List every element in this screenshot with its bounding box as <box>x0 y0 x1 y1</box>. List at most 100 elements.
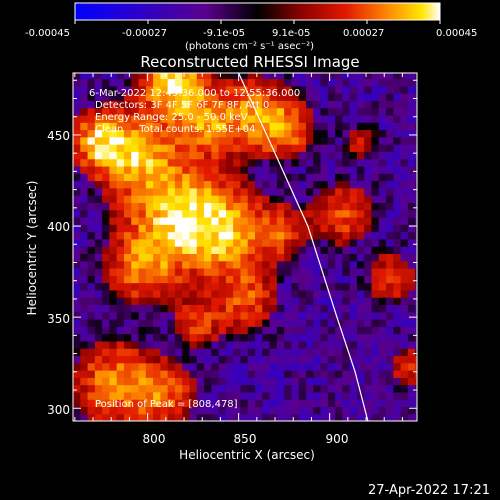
heatmap-cell <box>138 362 147 371</box>
heatmap-cell <box>109 355 118 364</box>
heatmap-cell <box>211 107 220 116</box>
heatmap-cell <box>189 85 198 94</box>
heatmap-cell <box>400 289 409 298</box>
heatmap-cell <box>415 73 417 80</box>
heatmap-cell <box>291 282 300 291</box>
heatmap-cell <box>327 311 336 320</box>
heatmap-cell <box>356 348 365 357</box>
heatmap-cell <box>386 304 394 313</box>
heatmap-cell <box>400 406 409 415</box>
heatmap-cell <box>240 107 249 116</box>
heatmap-cell <box>335 180 343 189</box>
heatmap-cell <box>255 165 263 174</box>
heatmap-cell <box>145 187 154 196</box>
heatmap-cell <box>269 209 278 218</box>
heatmap-cell <box>276 180 285 189</box>
heatmap-cell <box>342 369 351 378</box>
heatmap-cell <box>196 333 205 342</box>
heatmap-cell <box>80 355 89 364</box>
heatmap-cell <box>138 238 147 247</box>
heatmap-cell <box>305 246 314 254</box>
heatmap-cell <box>327 136 336 145</box>
heatmap-cell <box>160 413 169 421</box>
heatmap-cell <box>138 151 147 160</box>
heatmap-cell <box>153 399 161 408</box>
heatmap-cell <box>123 369 132 378</box>
heatmap-cell <box>102 144 110 152</box>
heatmap-cell <box>371 216 380 225</box>
heatmap-cell <box>276 216 285 225</box>
heatmap-cell <box>305 348 314 357</box>
heatmap-cell <box>371 282 380 291</box>
heatmap-cell <box>371 85 380 94</box>
heatmap-cell <box>116 377 125 386</box>
heatmap-cell <box>255 216 263 225</box>
heatmap-cell <box>400 73 409 80</box>
heatmap-cell <box>284 129 293 138</box>
heatmap-cell <box>327 362 336 371</box>
heatmap-cell <box>356 73 365 80</box>
heatmap-cell <box>196 340 205 349</box>
heatmap-cell <box>225 224 234 233</box>
heatmap-cell <box>255 202 263 211</box>
heatmap-cell <box>123 187 132 196</box>
heatmap-cell <box>189 202 198 211</box>
heatmap-cell <box>335 377 343 386</box>
heatmap-cell <box>269 355 278 364</box>
heatmap-cell <box>291 399 300 408</box>
heatmap-cell <box>400 231 409 240</box>
heatmap-cell <box>407 187 416 196</box>
heatmap-cell <box>87 369 96 378</box>
heatmap-cell <box>349 93 358 101</box>
heatmap-cell <box>233 246 242 254</box>
heatmap-cell <box>145 73 154 80</box>
heatmap-cell <box>349 216 358 225</box>
heatmap-cell <box>182 333 191 342</box>
heatmap-cell <box>320 238 329 247</box>
heatmap-cell <box>284 231 293 240</box>
heatmap-cell <box>196 78 205 87</box>
heatmap-cell <box>276 165 285 174</box>
heatmap-cell <box>123 289 132 298</box>
heatmap-cell <box>109 326 118 335</box>
heatmap-cell <box>393 122 402 131</box>
heatmap-cell <box>225 144 234 152</box>
heatmap-cell <box>182 340 191 349</box>
heatmap-cell <box>189 326 198 335</box>
heatmap-cell <box>298 289 307 298</box>
heatmap-cell <box>356 362 365 371</box>
heatmap-cell <box>131 413 140 421</box>
heatmap-cell <box>327 399 336 408</box>
heatmap-cell <box>364 238 373 247</box>
heatmap-cell <box>94 260 103 269</box>
heatmap-cell <box>255 340 263 349</box>
heatmap-cell <box>204 253 212 262</box>
heatmap-cell <box>305 173 314 182</box>
heatmap-cell <box>196 413 205 421</box>
heatmap-cell <box>400 399 409 408</box>
heatmap-cell <box>327 355 336 364</box>
heatmap-cell <box>189 187 198 196</box>
heatmap-cell <box>386 362 394 371</box>
heatmap-cell <box>174 377 183 386</box>
heatmap-cell <box>400 355 409 364</box>
heatmap-cell <box>167 326 176 335</box>
heatmap-cell <box>371 297 380 305</box>
heatmap-cell <box>255 73 263 80</box>
heatmap-cell <box>80 144 89 152</box>
heatmap-cell <box>313 151 322 160</box>
heatmap-cell <box>94 391 103 400</box>
heatmap-cell <box>196 187 205 196</box>
heatmap-cell <box>102 275 110 284</box>
heatmap-cell <box>298 391 307 400</box>
heatmap-cell <box>255 151 263 160</box>
heatmap-cell <box>225 260 234 269</box>
heatmap-cell <box>415 136 417 145</box>
heatmap-cell <box>320 209 329 218</box>
heatmap-cell <box>225 275 234 284</box>
heatmap-cell <box>174 355 183 364</box>
heatmap-cell <box>109 238 118 247</box>
heatmap-cell <box>356 158 365 167</box>
heatmap-cell <box>196 384 205 393</box>
heatmap-cell <box>182 78 191 87</box>
